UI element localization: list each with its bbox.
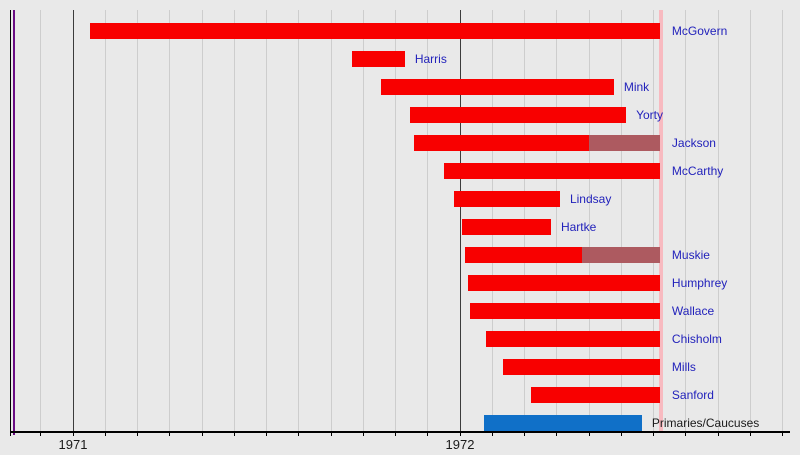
month-gridline bbox=[266, 10, 267, 431]
label-wallace: Wallace bbox=[671, 304, 715, 318]
bar-humphrey bbox=[468, 275, 660, 291]
axis-tick bbox=[40, 431, 42, 436]
month-gridline bbox=[395, 10, 396, 431]
axis-tick bbox=[330, 431, 332, 436]
month-gridline bbox=[298, 10, 300, 431]
bar-primaries-caucuses bbox=[483, 415, 642, 431]
month-gridline bbox=[104, 10, 106, 431]
label-jackson: Jackson bbox=[671, 136, 716, 150]
bar-muskie bbox=[465, 247, 582, 263]
bar-hartke bbox=[461, 219, 551, 235]
timeline-start-line bbox=[9, 10, 12, 436]
month-gridline bbox=[782, 10, 783, 431]
bar-jackson-withdrawn bbox=[589, 135, 660, 151]
axis-tick bbox=[588, 431, 590, 436]
axis-tick bbox=[782, 431, 783, 436]
axis-tick bbox=[524, 431, 525, 436]
month-gridline bbox=[201, 10, 203, 431]
x-axis-line bbox=[10, 431, 790, 433]
year-label: 1971 bbox=[58, 437, 88, 452]
axis-tick bbox=[137, 431, 138, 436]
bar-lindsay bbox=[453, 191, 560, 207]
bar-mink bbox=[380, 79, 614, 95]
bar-yorty bbox=[410, 107, 627, 123]
month-gridline bbox=[427, 10, 429, 431]
label-primaries-caucuses: Primaries/Caucuses bbox=[651, 416, 760, 430]
bar-mills bbox=[502, 359, 660, 375]
axis-tick bbox=[72, 431, 74, 436]
month-gridline bbox=[653, 10, 654, 431]
bar-wallace bbox=[469, 303, 660, 319]
bar-mcgovern bbox=[90, 23, 660, 39]
month-gridline bbox=[749, 10, 751, 431]
axis-tick bbox=[169, 431, 171, 436]
label-yorty: Yorty bbox=[636, 108, 663, 122]
label-sanford: Sanford bbox=[671, 388, 714, 402]
month-gridline bbox=[717, 10, 719, 431]
month-gridline bbox=[137, 10, 138, 431]
axis-tick bbox=[620, 431, 622, 436]
month-gridline bbox=[556, 10, 558, 431]
month-gridline bbox=[40, 10, 42, 431]
month-gridline bbox=[620, 10, 622, 431]
axis-tick bbox=[201, 431, 203, 436]
axis-tick bbox=[427, 431, 429, 436]
label-chisholm: Chisholm bbox=[671, 332, 722, 346]
axis-tick bbox=[395, 431, 396, 436]
label-mccarthy: McCarthy bbox=[671, 164, 724, 178]
bar-chisholm bbox=[485, 331, 660, 347]
year-gridline bbox=[72, 10, 74, 431]
axis-tick bbox=[556, 431, 558, 436]
bar-muskie-withdrawn bbox=[581, 247, 660, 263]
purple-marker-line bbox=[12, 10, 15, 435]
bar-jackson bbox=[413, 135, 589, 151]
axis-tick bbox=[298, 431, 300, 436]
axis-tick bbox=[233, 431, 235, 436]
axis-tick bbox=[362, 431, 364, 436]
bar-mccarthy bbox=[443, 163, 660, 179]
bar-harris bbox=[351, 51, 405, 67]
label-harris: Harris bbox=[414, 52, 447, 66]
label-hartke: Hartke bbox=[560, 220, 597, 234]
convention-line bbox=[658, 10, 664, 431]
axis-tick bbox=[459, 431, 461, 436]
label-muskie: Muskie bbox=[671, 248, 710, 262]
axis-tick bbox=[266, 431, 267, 436]
month-gridline bbox=[233, 10, 235, 431]
month-gridline bbox=[362, 10, 364, 431]
year-label: 1972 bbox=[445, 437, 475, 452]
year-gridline bbox=[459, 10, 461, 431]
axis-tick bbox=[491, 431, 493, 436]
axis-tick bbox=[104, 431, 106, 436]
month-gridline bbox=[330, 10, 332, 431]
label-humphrey: Humphrey bbox=[671, 276, 728, 290]
label-mills: Mills bbox=[671, 360, 696, 374]
label-lindsay: Lindsay bbox=[569, 192, 612, 206]
month-gridline bbox=[588, 10, 590, 431]
month-gridline bbox=[685, 10, 687, 431]
label-mcgovern: McGovern bbox=[671, 24, 728, 38]
bar-sanford bbox=[530, 387, 660, 403]
axis-tick bbox=[685, 431, 687, 436]
label-mink: Mink bbox=[623, 80, 650, 94]
axis-tick bbox=[717, 431, 719, 436]
month-gridline bbox=[169, 10, 171, 431]
axis-tick bbox=[749, 431, 751, 436]
axis-tick bbox=[653, 431, 654, 436]
